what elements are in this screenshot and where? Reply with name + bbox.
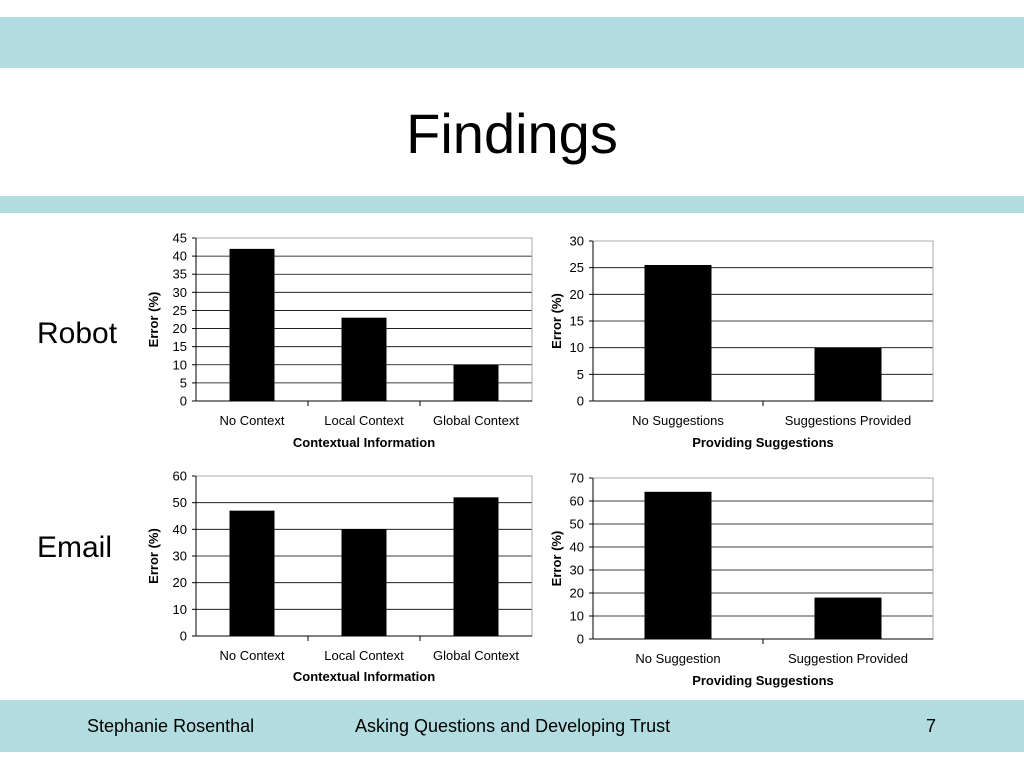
y-tick-label: 0 — [577, 394, 584, 409]
row-label-robot: Robot — [37, 317, 118, 350]
footer-page-number: 7 — [926, 716, 937, 736]
y-tick-label: 0 — [180, 629, 187, 644]
y-axis-title: Error (%) — [146, 528, 161, 584]
bar — [229, 510, 275, 636]
y-tick-label: 30 — [173, 549, 187, 564]
y-tick-label: 20 — [173, 321, 187, 336]
x-axis-title: Contextual Information — [293, 435, 435, 450]
y-axis-title: Error (%) — [146, 292, 161, 348]
y-tick-label: 50 — [570, 517, 584, 532]
x-category-label: Global Context — [433, 413, 519, 428]
bar — [814, 347, 882, 401]
bar — [229, 248, 275, 401]
y-tick-label: 25 — [570, 260, 584, 275]
divider-band — [0, 196, 1024, 213]
x-axis-title: Providing Suggestions — [692, 435, 834, 450]
bar — [453, 364, 499, 401]
x-category-label: No Context — [219, 648, 284, 663]
bar — [644, 265, 712, 401]
y-tick-label: 0 — [180, 394, 187, 409]
x-category-label: No Context — [219, 413, 284, 428]
footer-author: Stephanie Rosenthal — [87, 716, 255, 736]
y-tick-label: 15 — [570, 314, 584, 329]
x-category-label: Suggestion Provided — [788, 651, 908, 666]
footer-talk-title: Asking Questions and Developing Trust — [355, 716, 671, 736]
y-axis-title: Error (%) — [549, 293, 564, 349]
header-band — [0, 17, 1024, 68]
plot-border — [592, 477, 934, 640]
x-category-label: Suggestions Provided — [785, 413, 911, 428]
y-tick-label: 60 — [173, 469, 187, 484]
bar — [814, 597, 882, 639]
y-tick-label: 10 — [570, 609, 584, 624]
footer-band — [0, 700, 1024, 752]
y-tick-label: 10 — [173, 602, 187, 617]
y-tick-label: 30 — [173, 285, 187, 300]
y-tick-label: 20 — [570, 287, 584, 302]
x-category-label: No Suggestion — [635, 651, 720, 666]
y-tick-label: 70 — [570, 471, 584, 486]
y-tick-label: 45 — [173, 231, 187, 246]
y-tick-label: 30 — [570, 563, 584, 578]
x-category-label: Local Context — [324, 413, 404, 428]
y-tick-label: 60 — [570, 494, 584, 509]
y-tick-label: 5 — [577, 367, 584, 382]
y-tick-label: 0 — [577, 632, 584, 647]
bar — [341, 529, 387, 636]
y-tick-label: 40 — [173, 522, 187, 537]
y-tick-label: 40 — [173, 249, 187, 264]
y-tick-label: 15 — [173, 339, 187, 354]
y-tick-label: 25 — [173, 303, 187, 318]
y-tick-label: 5 — [180, 375, 187, 390]
slide-title: Findings — [406, 102, 618, 165]
y-axis-title: Error (%) — [549, 531, 564, 587]
x-category-label: No Suggestions — [632, 413, 724, 428]
y-tick-label: 35 — [173, 267, 187, 282]
x-axis-title: Providing Suggestions — [692, 673, 834, 688]
y-tick-label: 10 — [570, 340, 584, 355]
y-tick-label: 20 — [173, 575, 187, 590]
y-tick-label: 50 — [173, 495, 187, 510]
y-tick-label: 10 — [173, 357, 187, 372]
x-axis-title: Contextual Information — [293, 669, 435, 684]
x-category-label: Local Context — [324, 648, 404, 663]
bar — [341, 317, 387, 401]
bar — [644, 491, 712, 639]
y-tick-label: 30 — [570, 234, 584, 249]
bar — [453, 497, 499, 636]
row-label-email: Email — [37, 531, 113, 564]
y-tick-label: 20 — [570, 586, 584, 601]
x-category-label: Global Context — [433, 648, 519, 663]
y-tick-label: 40 — [570, 540, 584, 555]
